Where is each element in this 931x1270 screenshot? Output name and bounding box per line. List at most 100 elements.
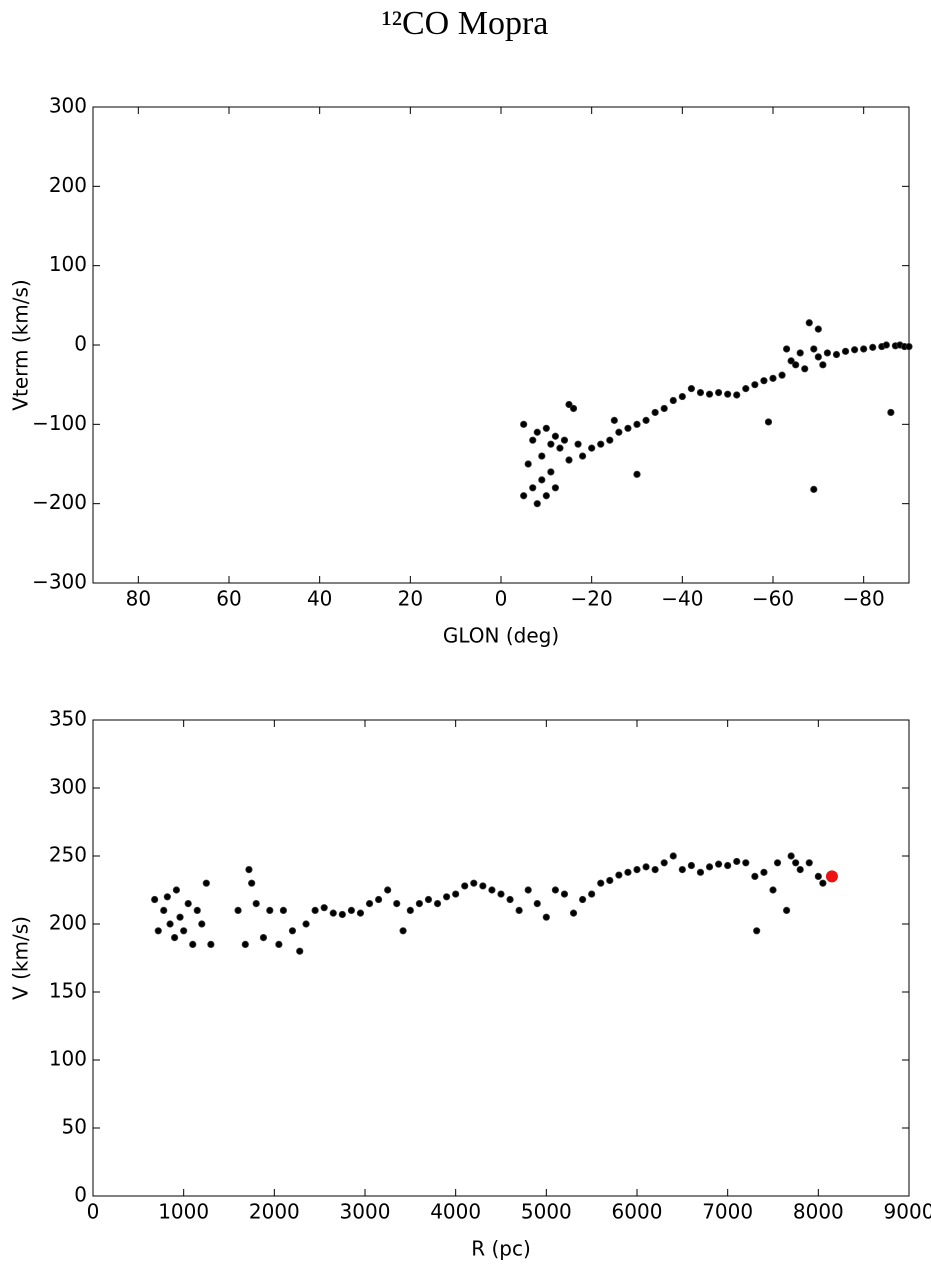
data-point (787, 852, 795, 860)
data-point (533, 500, 541, 508)
data-point (810, 345, 818, 353)
data-point (814, 325, 822, 333)
data-point (442, 893, 451, 901)
data-point (696, 868, 705, 876)
data-point (651, 865, 659, 874)
x-tick-label: 60 (216, 587, 241, 611)
data-point (624, 424, 632, 432)
data-point (241, 940, 249, 949)
data-point (887, 408, 895, 417)
data-point (207, 940, 215, 949)
data-point (245, 865, 253, 874)
data-point (551, 484, 560, 492)
y-tick-label: 0 (74, 332, 87, 356)
x-tick-label: 5000 (521, 1200, 572, 1224)
data-point (651, 408, 659, 417)
data-point (578, 452, 587, 460)
data-point (792, 361, 800, 369)
data-point (533, 899, 541, 908)
x-tick-label: 0 (87, 1200, 100, 1224)
data-point (184, 899, 192, 908)
data-point (547, 468, 555, 476)
data-point (189, 940, 197, 949)
data-point (615, 871, 623, 879)
data-point (470, 879, 478, 887)
x-tick-label: −40 (661, 587, 703, 611)
data-point (252, 899, 260, 908)
data-point (860, 345, 868, 353)
x-tick-label: 0 (495, 587, 508, 611)
data-point (742, 859, 750, 867)
x-tick-label: 8000 (793, 1200, 844, 1224)
x-tick-label: 1000 (158, 1200, 209, 1224)
data-point (801, 365, 809, 373)
data-point (760, 377, 768, 385)
data-point (606, 876, 614, 885)
data-point (633, 470, 641, 478)
data-point (180, 927, 188, 935)
data-point (234, 906, 242, 915)
data-point (751, 381, 759, 389)
data-point (615, 428, 623, 436)
data-point (415, 899, 423, 908)
data-point (814, 353, 822, 361)
data-point (782, 906, 791, 915)
y-tick-label: 250 (49, 843, 87, 867)
data-point (850, 346, 859, 354)
y-tick-label: 150 (49, 979, 87, 1003)
data-point (560, 436, 569, 444)
data-point (569, 404, 578, 413)
data-point (176, 913, 184, 921)
data-point (479, 882, 487, 890)
x-tick-label: 40 (307, 587, 332, 611)
x-tick-label: −60 (752, 587, 794, 611)
data-point (669, 396, 677, 405)
data-point (160, 906, 168, 915)
data-point (819, 361, 827, 369)
data-point (488, 886, 496, 894)
data-point (574, 440, 582, 448)
x-tick-label: 80 (126, 587, 151, 611)
data-point (329, 909, 337, 917)
data-point (588, 890, 596, 898)
data-point (529, 436, 537, 444)
data-point (547, 440, 555, 448)
data-point (773, 859, 782, 867)
data-point (542, 492, 550, 500)
plot-frame (92, 106, 910, 584)
data-point (275, 940, 283, 949)
y-axis-label: Vterm (km/s) (9, 279, 33, 410)
x-tick-label: 20 (398, 587, 423, 611)
data-point (172, 886, 181, 894)
data-point (248, 879, 256, 887)
data-point (882, 341, 890, 349)
data-point (266, 906, 274, 915)
data-point (347, 906, 355, 915)
data-point (823, 349, 832, 357)
data-point (678, 392, 686, 401)
x-axis-label: R (pc) (471, 1237, 531, 1261)
data-point (905, 342, 913, 351)
data-point (356, 909, 365, 917)
data-point (832, 350, 841, 359)
y-tick-label: 50 (62, 1115, 87, 1139)
data-point (769, 886, 777, 894)
y-tick-label: −200 (32, 490, 87, 514)
data-point (565, 400, 573, 409)
data-point (792, 859, 800, 867)
y-tick-label: 100 (49, 252, 87, 276)
data-layer (520, 319, 913, 508)
data-point (565, 456, 573, 464)
data-point (588, 444, 596, 452)
data-point (542, 424, 550, 432)
data-point (461, 882, 469, 890)
x-tick-label: 6000 (612, 1200, 663, 1224)
data-point (660, 859, 668, 867)
data-point (520, 492, 528, 500)
data-point (452, 890, 460, 898)
data-point (705, 390, 714, 398)
data-point (597, 440, 605, 448)
y-tick-label: 200 (49, 911, 87, 935)
data-point (524, 460, 532, 468)
